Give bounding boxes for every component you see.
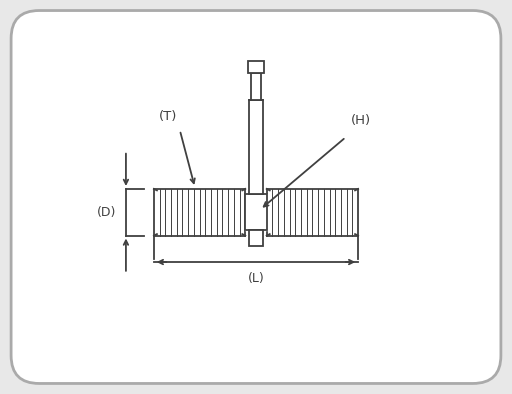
Bar	[245, 195, 267, 230]
Text: (T): (T)	[159, 110, 177, 123]
Bar	[251, 72, 261, 100]
Text: (D): (D)	[97, 206, 116, 219]
FancyBboxPatch shape	[11, 11, 501, 383]
Bar	[249, 230, 263, 246]
Text: (H): (H)	[351, 114, 371, 127]
Bar	[249, 100, 263, 195]
Text: (L): (L)	[248, 272, 264, 285]
Bar	[248, 61, 264, 72]
